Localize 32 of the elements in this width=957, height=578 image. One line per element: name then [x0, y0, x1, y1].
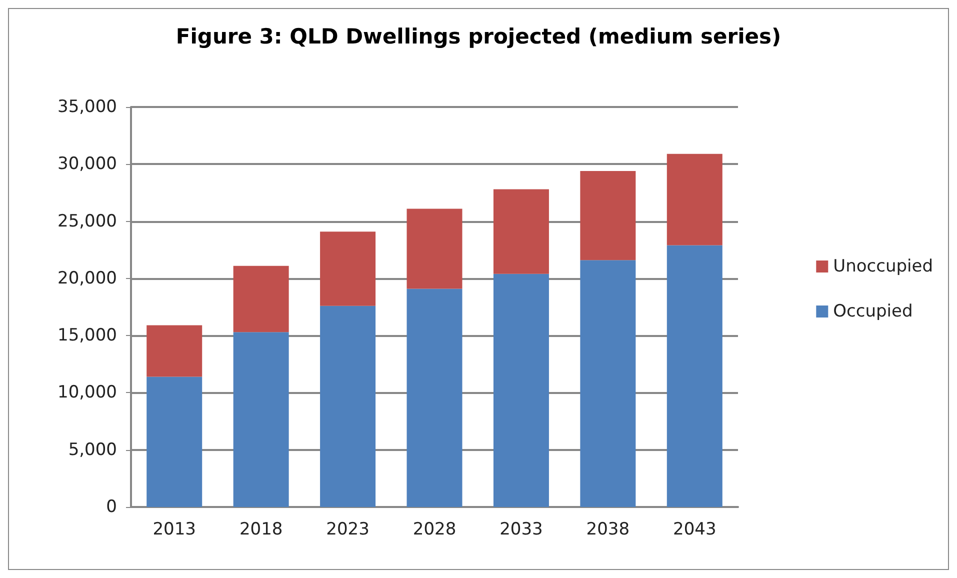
y-tick-label: 5,000 — [68, 440, 117, 460]
bar — [666, 154, 722, 246]
bar — [320, 306, 376, 507]
legend-label: Occupied — [833, 302, 913, 322]
bar — [146, 376, 202, 507]
y-tick-label: 35,000 — [58, 97, 117, 117]
bar — [580, 260, 636, 507]
bar — [406, 208, 462, 289]
x-tick-label: 2018 — [239, 520, 283, 540]
y-tick-label: 10,000 — [58, 382, 117, 403]
chart-title: Figure 3: QLD Dwellings projected (medium series) — [176, 24, 782, 48]
x-tick-label: 2043 — [673, 520, 716, 540]
x-tick-label: 2013 — [152, 520, 196, 540]
bar — [580, 171, 636, 260]
legend-label: Unoccupied — [833, 256, 934, 276]
bar — [493, 274, 549, 507]
bar — [493, 189, 549, 274]
y-tick-label: 30,000 — [58, 154, 117, 174]
y-tick-label: 25,000 — [58, 211, 117, 232]
bar — [233, 332, 289, 507]
y-tick-label: 15,000 — [58, 326, 117, 346]
bar — [146, 325, 202, 377]
bar — [233, 266, 289, 332]
y-tick-label: 20,000 — [58, 268, 117, 288]
x-tick-label: 2033 — [500, 520, 543, 540]
x-tick-label: 2038 — [586, 520, 630, 540]
bar — [406, 288, 462, 507]
x-tick-label: 2028 — [412, 520, 456, 540]
bar — [320, 232, 376, 306]
bar — [666, 245, 722, 507]
y-tick-label: 0 — [106, 497, 117, 517]
x-tick-label: 2023 — [326, 520, 370, 540]
